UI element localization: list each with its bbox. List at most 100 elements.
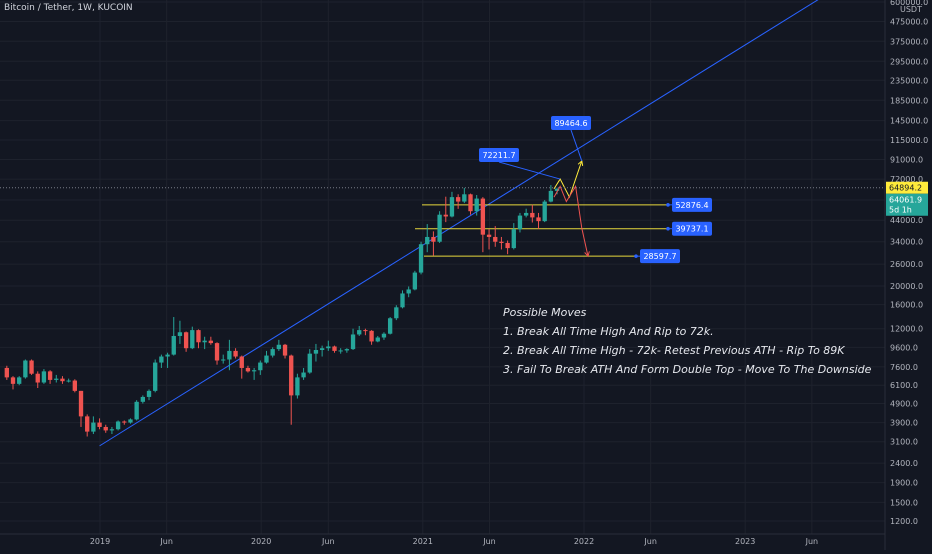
y-tick-label: 12000.0 [890,325,923,334]
candle-body [462,194,467,202]
candle-body [85,416,90,432]
y-tick-label: 3100.0 [890,438,918,447]
current-price-tag [886,181,928,194]
candle-body [332,346,337,351]
candle-body [319,348,325,350]
candle-body [251,370,257,372]
candle-body [78,390,84,417]
candle-body [425,236,430,245]
candle-body [97,422,102,427]
candle-body [115,421,121,430]
candle-body [338,350,343,352]
candle-body [295,377,300,396]
candle-body [270,349,275,356]
y-tick-label: 7600.0 [890,363,918,372]
candle-body [511,229,516,249]
level-label-box [672,197,712,212]
y-tick-label: 185000.0 [890,96,928,105]
y-tick-label: 1900.0 [890,479,918,488]
bear-path-arrowhead [584,251,590,258]
level-label: 52876.4 [675,201,708,210]
candle-body [542,201,547,222]
level-label-box [672,221,712,236]
callout-connector [498,161,561,180]
candle-body [60,378,65,382]
candle-body [208,340,214,344]
last-close-label: 64061.9 [889,196,922,205]
candle-body [394,307,399,319]
countdown-label: 5d 1h [889,206,912,215]
candle-body [480,198,486,235]
y-tick-label: 3900.0 [890,419,918,428]
y-tick-label: 91000.0 [890,156,923,165]
candle-body [301,372,306,378]
note-move-2: 2. Break All Time High - 72k- Retest Pre… [503,344,845,357]
candle-body [282,344,288,356]
x-tick-label: Jun [805,537,819,546]
candle-body [437,214,442,242]
candle-body [326,346,331,349]
symbol-title: Bitcoin / Tether, 1W, KUCOIN [4,3,133,13]
note-move-1: 1. Break All Time High And Rip to 72k. [503,325,714,338]
candle-body [91,422,96,432]
candle-body [153,362,158,391]
candle-body [202,340,207,343]
x-tick-label: 2022 [574,537,594,546]
candles-layer [4,185,560,437]
candle-body [505,242,510,249]
callout-label: 89464.6 [554,119,587,128]
level-label: 28597.7 [643,252,676,261]
candle-body [344,349,350,351]
x-tick-label: Jun [321,537,335,546]
candle-body [443,214,448,217]
x-tick-label: Jun [482,537,496,546]
candle-body [103,426,108,431]
candle-body [227,350,232,360]
candle-body [369,330,374,342]
level-anchor-dot [634,254,638,258]
x-tick-label: 2023 [735,537,755,546]
y-tick-label: 44000.0 [890,216,923,225]
candle-body [122,421,127,423]
candle-body [233,350,238,357]
y-tick-label: 26000.0 [890,260,923,269]
candle-body [350,334,356,350]
candle-body [493,236,498,242]
candle-body [381,333,387,338]
note-heading: Possible Moves [503,306,587,319]
candle-body [23,360,28,378]
candle-body [29,360,34,374]
x-tick-label: Jun [159,537,173,546]
candle-body [171,335,176,355]
candle-body [468,194,473,212]
candle-body [258,362,263,371]
candle-body [66,380,71,382]
candle-body [239,356,244,368]
candle-body [109,429,115,431]
candle-body [530,212,535,218]
candle-body [276,344,282,350]
candle-body [517,215,523,230]
y-tick-label: 600000.0 [890,0,928,7]
candle-body [134,401,139,420]
x-tick-label: Jun [643,537,657,546]
candle-body [449,197,455,217]
candle-body [289,355,294,396]
candle-body [159,356,164,363]
candle-body [264,355,269,363]
candle-body [474,198,479,212]
y-tick-label: 1200.0 [890,517,918,526]
x-tick-label: 2021 [413,537,433,546]
candle-body [72,380,77,391]
y-tick-label: 6100.0 [890,381,918,390]
candle-body [431,236,436,242]
candle-body [357,330,362,335]
y-tick-label: 375000.0 [890,37,928,46]
levels-layer: 52876.4 39737.1 28597.7 [415,197,712,264]
y-tick-label: 34000.0 [890,238,923,247]
